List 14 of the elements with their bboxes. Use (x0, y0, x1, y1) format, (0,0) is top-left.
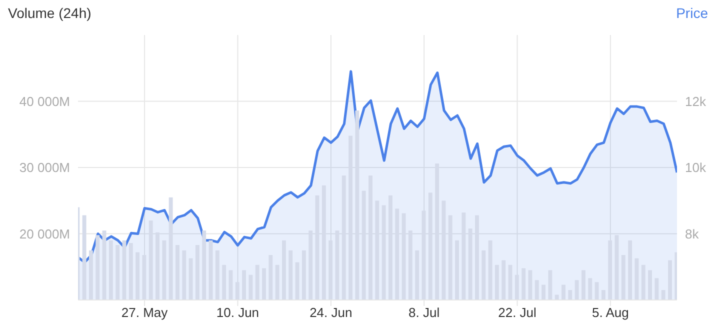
y2-axis-title: Price (676, 5, 708, 21)
y-tick-label: 20 000M (19, 226, 70, 242)
x-tick-label: 8. Jul (408, 305, 440, 320)
y2-tick-label: 12k (685, 94, 706, 109)
y-tick-label: 30 000M (19, 160, 70, 176)
y2-tick-label: 10k (685, 160, 706, 176)
y-axis-title: Volume (24h) (8, 5, 92, 21)
x-tick-label: 10. Jun (216, 305, 260, 320)
y2-tick-label: 8k (685, 226, 700, 242)
x-tick-label: 27. May (121, 305, 168, 320)
x-tick-label: 5. Aug (592, 305, 629, 320)
x-tick-label: 24. Jun (310, 305, 352, 320)
x-tick-label: 22. Jul (498, 305, 537, 320)
y-tick-label: 40 000M (19, 94, 70, 109)
